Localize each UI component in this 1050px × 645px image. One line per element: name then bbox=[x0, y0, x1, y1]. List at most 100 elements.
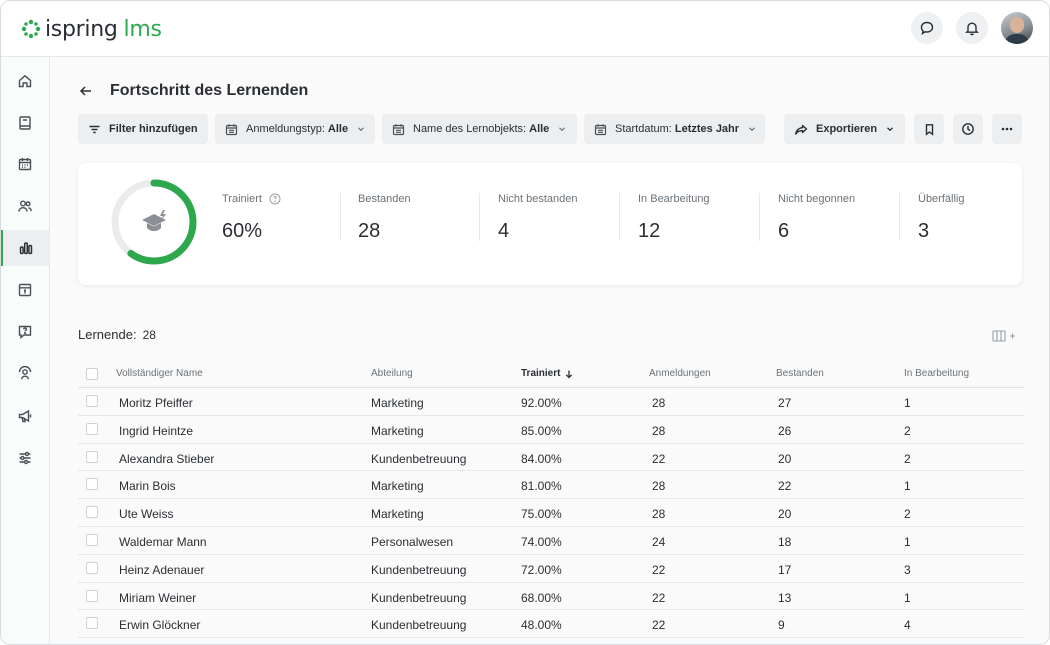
stat-passed-value: 28 bbox=[358, 220, 381, 242]
more-options-button[interactable] bbox=[992, 114, 1022, 144]
sidebar-item-questions[interactable] bbox=[1, 314, 49, 350]
bar-chart-icon bbox=[19, 242, 33, 255]
enrollment-type-label: Anmeldungstyp: bbox=[246, 123, 325, 135]
sidebar-item-archive[interactable] bbox=[1, 272, 49, 308]
users-icon bbox=[18, 200, 32, 212]
sidebar-item-home[interactable] bbox=[1, 63, 49, 99]
sidebar-item-content[interactable] bbox=[1, 105, 49, 141]
sidebar-item-calendar[interactable] bbox=[1, 146, 49, 182]
notifications-button[interactable] bbox=[956, 12, 988, 44]
table-row[interactable]: Miriam Weiner Kundenbetreuung 68.00% 22 13 1 bbox=[78, 583, 1024, 611]
cell-department: Kundenbetreuung bbox=[371, 451, 467, 466]
cell-department: Kundenbetreuung bbox=[371, 562, 467, 577]
table-row[interactable]: Heinz Adenauer Kundenbetreuung 72.00% 22 17 3 bbox=[78, 555, 1024, 583]
cell-name[interactable]: Marin Bois bbox=[119, 479, 176, 494]
row-checkbox[interactable] bbox=[86, 422, 98, 435]
table-row[interactable]: Moritz Pfeiffer Marketing 92.00% 28 27 1 bbox=[78, 388, 1024, 416]
chat-bubble-icon bbox=[920, 21, 934, 36]
sidebar-item-announcements[interactable] bbox=[1, 398, 49, 434]
row-checkbox[interactable] bbox=[86, 478, 98, 491]
cell-name[interactable]: Alexandra Stieber bbox=[119, 451, 215, 466]
cell-trained: 85.00% bbox=[521, 423, 562, 438]
table-row[interactable]: Marin Bois Marketing 81.00% 28 22 1 bbox=[78, 471, 1024, 500]
logo[interactable]: ispring lms bbox=[21, 15, 162, 43]
table-body: Moritz Pfeiffer Marketing 92.00% 28 27 1 Ingri… bbox=[78, 388, 1024, 639]
export-button[interactable]: Exportieren bbox=[784, 114, 905, 144]
cell-name[interactable]: Moritz Pfeiffer bbox=[119, 396, 193, 410]
logo-icon bbox=[21, 19, 41, 39]
stat-in-progress-value: 12 bbox=[638, 220, 661, 242]
home-icon bbox=[18, 74, 32, 88]
learners-label: Lernende: bbox=[78, 327, 137, 342]
cell-trained: 74.00% bbox=[521, 534, 562, 549]
cell-enrollments: 28 bbox=[652, 479, 666, 494]
learners-heading: Lernende: 28 bbox=[78, 327, 156, 342]
chevron-down-icon bbox=[358, 127, 365, 132]
table-row[interactable]: Alexandra Stieber Kundenbetreuung 84.00% 22… bbox=[78, 444, 1024, 472]
logo-sub-text: lms bbox=[123, 16, 162, 42]
sidebar-item-settings[interactable] bbox=[1, 440, 49, 476]
table-header: Vollständiger Name Abteilung Trainiert A… bbox=[78, 359, 1024, 388]
cell-name[interactable]: Erwin Glöckner bbox=[119, 618, 201, 633]
calendar-icon bbox=[392, 123, 405, 135]
sidebar bbox=[1, 57, 50, 644]
help-circle-icon[interactable] bbox=[269, 193, 281, 205]
trained-progress-ring bbox=[111, 179, 197, 265]
table-row[interactable]: Waldemar Mann Personalwesen 74.00% 24 18 1 bbox=[78, 527, 1024, 555]
enrollment-type-filter[interactable]: Anmeldungstyp: Alle bbox=[215, 114, 375, 144]
row-checkbox[interactable] bbox=[86, 395, 98, 407]
col-header-trained[interactable]: Trainiert bbox=[521, 368, 574, 379]
cell-passed: 20 bbox=[778, 507, 792, 522]
user-avatar[interactable] bbox=[1001, 12, 1033, 44]
add-filter-button[interactable]: Filter hinzufügen bbox=[78, 114, 208, 144]
row-checkbox[interactable] bbox=[86, 506, 98, 519]
cell-in-progress: 2 bbox=[904, 451, 911, 466]
add-filter-label: Filter hinzufügen bbox=[109, 123, 198, 135]
chevron-down-icon bbox=[887, 127, 894, 132]
logo-main-text: ispring bbox=[45, 16, 118, 42]
graduation-cap-icon bbox=[142, 210, 166, 231]
col-header-name[interactable]: Vollständiger Name bbox=[116, 368, 203, 379]
col-header-department[interactable]: Abteilung bbox=[371, 368, 413, 379]
table-row[interactable]: Ingrid Heintze Marketing 85.00% 28 26 2 bbox=[78, 416, 1024, 444]
row-checkbox[interactable] bbox=[86, 450, 98, 463]
col-header-enrollments[interactable]: Anmeldungen bbox=[649, 368, 711, 379]
row-checkbox[interactable] bbox=[86, 561, 98, 574]
table-row[interactable]: Ute Weiss Marketing 75.00% 28 20 2 bbox=[78, 499, 1024, 527]
cell-name[interactable]: Ingrid Heintze bbox=[119, 423, 194, 438]
start-date-value: Letztes Jahr bbox=[674, 123, 740, 135]
cell-name[interactable]: Ute Weiss bbox=[119, 507, 174, 522]
bookmark-button[interactable] bbox=[914, 114, 944, 144]
history-button[interactable] bbox=[953, 114, 983, 144]
row-checkbox[interactable] bbox=[86, 533, 98, 546]
cell-in-progress: 4 bbox=[904, 618, 911, 633]
stat-not-started-label: Nicht begonnen bbox=[778, 193, 856, 205]
cell-department: Kundenbetreuung bbox=[371, 590, 467, 605]
back-arrow-icon[interactable] bbox=[78, 83, 94, 99]
cell-name[interactable]: Waldemar Mann bbox=[119, 534, 207, 549]
select-all-checkbox[interactable] bbox=[86, 368, 98, 380]
start-date-filter[interactable]: Startdatum: Letztes Jahr bbox=[584, 114, 765, 144]
row-checkbox[interactable] bbox=[86, 617, 98, 630]
cell-name[interactable]: Heinz Adenauer bbox=[119, 562, 205, 577]
col-header-passed[interactable]: Bestanden bbox=[776, 368, 824, 379]
cell-name[interactable]: Miriam Weiner bbox=[119, 590, 197, 605]
column-settings-button[interactable] bbox=[992, 329, 1016, 343]
cell-enrollments: 22 bbox=[652, 562, 666, 577]
learning-object-filter[interactable]: Name des Lernobjekts: Alle bbox=[382, 114, 577, 144]
sidebar-item-groups[interactable] bbox=[1, 356, 49, 392]
book-icon bbox=[19, 116, 31, 130]
stat-divider bbox=[340, 193, 341, 241]
sidebar-item-users[interactable] bbox=[1, 188, 49, 224]
learners-count: 28 bbox=[142, 328, 156, 342]
columns-add-icon bbox=[992, 330, 1015, 342]
col-header-in-progress[interactable]: In Bearbeitung bbox=[904, 368, 970, 379]
stat-not-started: Nicht begonnen 6 bbox=[778, 193, 855, 253]
cell-trained: 75.00% bbox=[521, 507, 562, 522]
sidebar-item-reports[interactable] bbox=[1, 230, 49, 266]
table-row[interactable]: Erwin Glöckner Kundenbetreuung 48.00% 22 9 4 bbox=[78, 610, 1024, 639]
chat-button[interactable] bbox=[911, 12, 943, 44]
row-checkbox[interactable] bbox=[86, 589, 98, 602]
bookmark-icon bbox=[925, 123, 933, 136]
cell-enrollments: 24 bbox=[652, 534, 666, 549]
